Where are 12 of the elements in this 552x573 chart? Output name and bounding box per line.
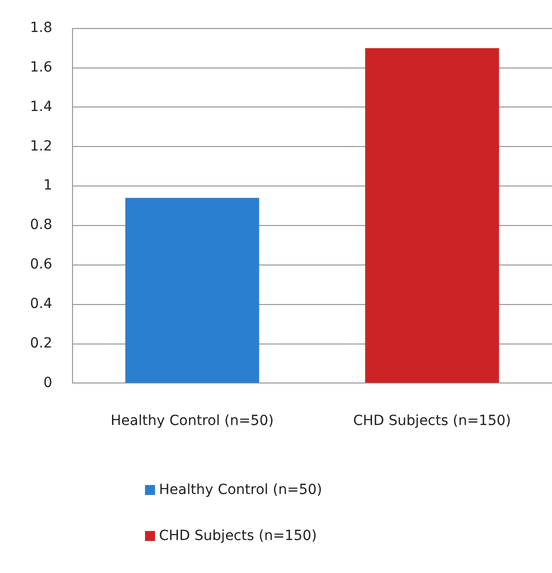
y-tick-label: 1.8 — [30, 20, 52, 36]
y-tick-label: 0 — [43, 374, 52, 391]
y-tick-label: 0.6 — [30, 256, 52, 273]
y-tick-label: 0.2 — [30, 335, 52, 352]
y-tick-label: 0.4 — [30, 296, 52, 312]
y-tick-label: 0.8 — [30, 217, 52, 234]
y-tick-label: 1.4 — [30, 98, 52, 115]
y-tick-label: 1 — [43, 178, 52, 194]
y-tick-label: 1.6 — [30, 59, 52, 76]
legend-label: CHD Subjects (n=150) — [159, 528, 317, 544]
y-tick-label: 1.2 — [30, 138, 52, 154]
legend-label: Healthy Control (n=50) — [159, 482, 322, 498]
